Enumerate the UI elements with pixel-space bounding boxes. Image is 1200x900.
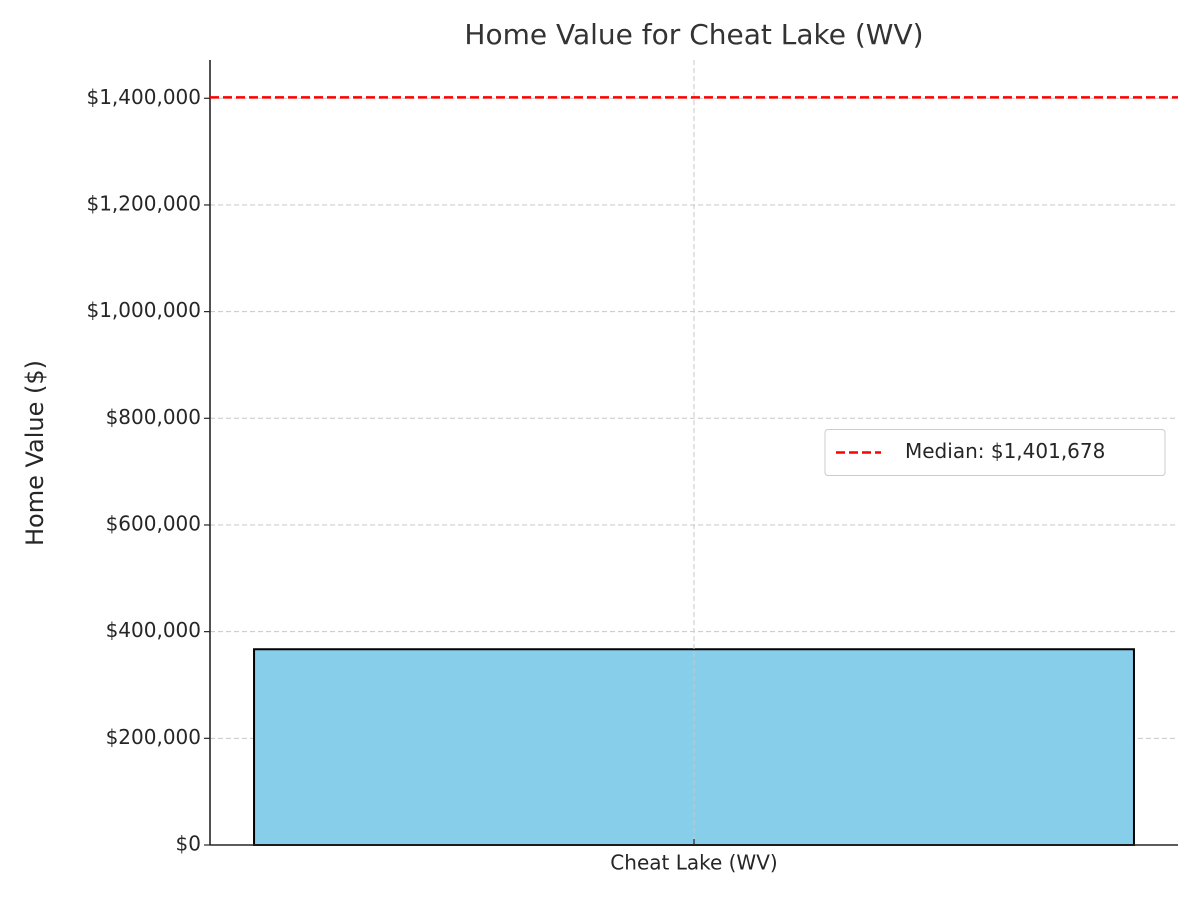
y-tick-label: $800,000 bbox=[106, 405, 201, 429]
legend: Median: $1,401,678 bbox=[824, 429, 1166, 476]
y-tick-label: $600,000 bbox=[106, 511, 201, 535]
legend-box bbox=[824, 429, 1166, 476]
legend-label: Median: $1,401,678 bbox=[905, 439, 1105, 463]
x-tick-label: Cheat Lake (WV) bbox=[610, 851, 777, 875]
y-tick-label: $0 bbox=[176, 832, 201, 856]
y-axis-label: Home Value ($) bbox=[21, 360, 49, 546]
chart-title: Home Value for Cheat Lake (WV) bbox=[464, 18, 923, 51]
y-tick-label: $200,000 bbox=[106, 725, 201, 749]
y-tick-label: $1,200,000 bbox=[86, 191, 201, 215]
y-tick-label: $400,000 bbox=[106, 618, 201, 642]
y-tick-label: $1,000,000 bbox=[86, 298, 201, 322]
y-tick-label: $1,400,000 bbox=[86, 85, 201, 109]
